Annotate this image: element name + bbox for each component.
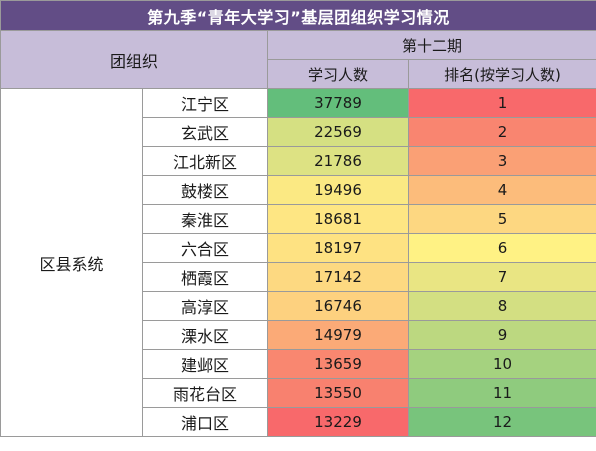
rank-cell[interactable]: 6 [407, 233, 596, 263]
district-name-cell[interactable]: 六合区 [142, 233, 268, 263]
count-cell[interactable]: 19496 [267, 175, 409, 205]
period-header: 第十二期 [266, 30, 596, 60]
district-name-cell[interactable]: 鼓楼区 [142, 175, 268, 205]
org-header: 团组织 [0, 30, 268, 89]
table-title: 第九季“青年大学习”基层团组织学习情况 [0, 0, 596, 31]
count-cell[interactable]: 14979 [267, 320, 409, 350]
count-cell[interactable]: 16746 [267, 291, 409, 321]
table-row: 溧水区 14979 9 [1, 320, 596, 350]
table-row: 鼓楼区 19496 4 [1, 175, 596, 205]
rank-cell[interactable]: 3 [407, 146, 596, 176]
rank-cell[interactable]: 1 [407, 88, 596, 118]
rank-cell[interactable]: 8 [407, 291, 596, 321]
district-name-cell[interactable]: 高淳区 [142, 291, 268, 321]
rank-cell[interactable]: 2 [407, 117, 596, 147]
table-row: 栖霞区 17142 7 [1, 262, 596, 292]
count-cell[interactable]: 18681 [267, 204, 409, 234]
count-cell[interactable]: 13229 [267, 407, 409, 437]
district-name-cell[interactable]: 秦淮区 [142, 204, 268, 234]
table-row: 秦淮区 18681 5 [1, 204, 596, 234]
count-cell[interactable]: 22569 [267, 117, 409, 147]
rank-cell[interactable]: 5 [407, 204, 596, 234]
rank-cell[interactable]: 12 [407, 407, 596, 437]
rank-cell[interactable]: 9 [407, 320, 596, 350]
table-row: 江北新区 21786 3 [1, 146, 596, 176]
count-cell[interactable]: 13550 [267, 378, 409, 408]
district-name-cell[interactable]: 溧水区 [142, 320, 268, 350]
district-name-cell[interactable]: 雨花台区 [142, 378, 268, 408]
table-row: 玄武区 22569 2 [1, 117, 596, 147]
table-body: 区县系统 江宁区 37789 1 玄武区 22569 2 江北新区 21786 3 鼓楼区 19496… [0, 88, 596, 437]
rank-cell[interactable]: 11 [407, 378, 596, 408]
district-name-cell[interactable]: 江北新区 [142, 146, 268, 176]
group-label[interactable]: 区县系统 [0, 88, 143, 437]
rank-cell[interactable]: 4 [407, 175, 596, 205]
table-row: 建邺区 13659 10 [1, 349, 596, 379]
table-row: 高淳区 16746 8 [1, 291, 596, 321]
district-name-cell[interactable]: 浦口区 [142, 407, 268, 437]
count-cell[interactable]: 18197 [267, 233, 409, 263]
rank-cell[interactable]: 7 [407, 262, 596, 292]
report-table: 第九季“青年大学习”基层团组织学习情况 团组织 第十二期 学习人数 排名(按学习… [0, 0, 596, 437]
district-name-cell[interactable]: 江宁区 [142, 88, 268, 118]
table-row: 浦口区 13229 12 [1, 407, 596, 437]
district-name-cell[interactable]: 玄武区 [142, 117, 268, 147]
count-cell[interactable]: 21786 [267, 146, 409, 176]
count-header: 学习人数 [267, 59, 409, 89]
count-cell[interactable]: 37789 [267, 88, 409, 118]
table-row: 六合区 18197 6 [1, 233, 596, 263]
district-name-cell[interactable]: 栖霞区 [142, 262, 268, 292]
district-name-cell[interactable]: 建邺区 [142, 349, 268, 379]
table-row: 雨花台区 13550 11 [1, 378, 596, 408]
rank-header: 排名(按学习人数) [407, 59, 596, 89]
count-cell[interactable]: 13659 [267, 349, 409, 379]
table-row: 区县系统 江宁区 37789 1 [0, 88, 596, 437]
rank-cell[interactable]: 10 [407, 349, 596, 379]
count-cell[interactable]: 17142 [267, 262, 409, 292]
